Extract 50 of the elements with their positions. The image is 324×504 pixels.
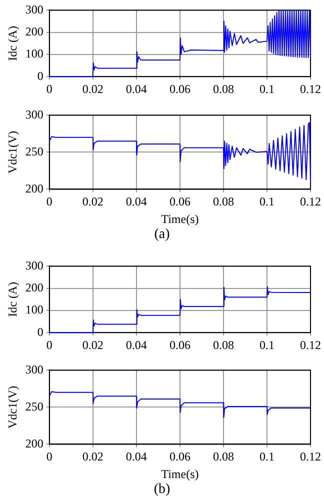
x-tick-label: 0 — [46, 450, 52, 464]
y-tick-label: 300 — [25, 362, 44, 376]
y-tick-label: 300 — [25, 2, 44, 16]
y-tick-label: 200 — [25, 24, 44, 38]
y-axis-title: Idc (A) — [5, 26, 20, 61]
y-tick-label: 250 — [25, 399, 44, 414]
x-tick-label: 0.1 — [259, 82, 274, 96]
x-tick-label: 0.02 — [82, 82, 104, 96]
x-tick-label: 0.12 — [300, 194, 321, 209]
y-tick-label: 200 — [25, 280, 44, 294]
x-tick-label: 0.06 — [169, 82, 190, 96]
y-tick-label: 0 — [37, 68, 44, 83]
x-tick-label: 0.1 — [259, 194, 274, 209]
x-tick-label: 0 — [46, 82, 52, 96]
x-tick-label: 0.06 — [169, 194, 190, 209]
x-tick-label: 0.08 — [212, 82, 234, 96]
x-tick-label: 0.12 — [300, 338, 321, 352]
x-tick-label: 0.1 — [259, 450, 274, 464]
y-axis-title: Idc (A) — [5, 282, 20, 317]
y-tick-label: 0 — [37, 324, 44, 339]
y-tick-label: 250 — [25, 144, 44, 158]
x-tick-label: 0.08 — [212, 450, 234, 464]
x-axis-title: Time(s) — [161, 466, 199, 481]
y-tick-label: 200 — [25, 181, 44, 196]
x-tick-label: 0.08 — [212, 338, 234, 352]
text: (a) — [153, 227, 171, 243]
x-tick-label: 0.04 — [126, 82, 147, 96]
x-tick-label: 0 — [46, 194, 52, 209]
y-tick-label: 100 — [25, 302, 44, 317]
x-tick-label: 0 — [46, 338, 52, 352]
x-tick-label: 0.04 — [126, 194, 147, 209]
x-tick-label: 0.08 — [212, 194, 234, 209]
y-axis-title: Vdc1(V) — [5, 130, 20, 174]
x-tick-label: 0.12 — [300, 82, 321, 96]
x-tick-label: 0.04 — [126, 450, 147, 464]
x-tick-label: 0.06 — [169, 450, 190, 464]
y-tick-label: 300 — [25, 258, 44, 272]
y-tick-label: 300 — [25, 107, 44, 122]
x-axis-title: Time(s) — [161, 212, 199, 226]
x-tick-label: 0.06 — [169, 338, 190, 352]
x-tick-label: 0.1 — [259, 338, 274, 352]
x-tick-label: 0.02 — [82, 338, 104, 352]
y-axis-title: Vdc1(V) — [5, 386, 20, 429]
text: (b) — [152, 482, 172, 498]
y-tick-label: 100 — [25, 46, 44, 61]
x-tick-label: 0.12 — [300, 450, 321, 464]
x-tick-label: 0.02 — [82, 194, 104, 209]
x-tick-label: 0.02 — [82, 450, 104, 464]
y-tick-label: 200 — [25, 436, 44, 450]
x-tick-label: 0.04 — [126, 338, 147, 352]
